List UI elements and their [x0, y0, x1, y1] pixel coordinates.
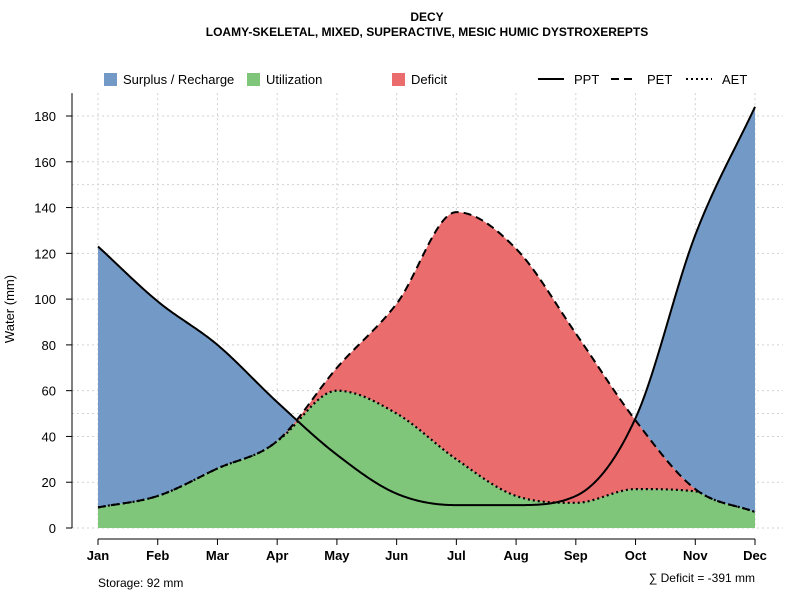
storage-note: Storage: 92 mm: [98, 576, 183, 590]
series-lines: [97, 106, 756, 514]
y-tick-label: 180: [34, 109, 56, 124]
aet-line: [97, 389, 756, 514]
x-tick-label: Mar: [206, 548, 229, 563]
legend-item: AET: [686, 72, 747, 87]
x-tick-label: Jun: [385, 548, 408, 563]
legend-label: Deficit: [411, 72, 448, 87]
legend-item: PET: [611, 72, 672, 87]
chart-subtitle: LOAMY-SKELETAL, MIXED, SUPERACTIVE, MESI…: [206, 25, 648, 39]
ppt-line: [97, 106, 756, 507]
pet-line: [97, 211, 756, 513]
legend-label: PET: [647, 72, 672, 87]
legend-item: Surplus / Recharge: [104, 72, 234, 87]
legend-swatch: [392, 73, 405, 86]
legend-item: Utilization: [247, 72, 322, 87]
surplus-recharge-area: [98, 106, 755, 512]
x-tick-label: Jan: [87, 548, 109, 563]
deficit-area: [98, 212, 755, 512]
legend-label: AET: [722, 72, 747, 87]
legend-item: PPT: [538, 72, 599, 87]
x-tick-label: Apr: [266, 548, 288, 563]
y-tick-label: 160: [34, 155, 56, 170]
y-axis-label: Water (mm): [2, 275, 17, 343]
x-tick-label: Sep: [564, 548, 588, 563]
x-tick-label: Jul: [447, 548, 466, 563]
x-tick-label: Aug: [503, 548, 528, 563]
legend-label: Utilization: [266, 72, 322, 87]
x-tick-label: Nov: [683, 548, 708, 563]
legend-swatch: [247, 73, 260, 86]
y-tick-label: 20: [42, 475, 56, 490]
deficit-note: ∑ Deficit = -391 mm: [649, 571, 755, 585]
y-tick-label: 140: [34, 201, 56, 216]
x-tick-label: Dec: [743, 548, 767, 563]
y-tick-label: 60: [42, 384, 56, 399]
legend-swatch: [104, 73, 117, 86]
y-tick-label: 40: [42, 429, 56, 444]
areas: [98, 106, 755, 528]
legend-label: Surplus / Recharge: [123, 72, 234, 87]
y-tick-label: 0: [49, 521, 56, 536]
x-tick-label: Feb: [146, 548, 169, 563]
y-tick-label: 100: [34, 292, 56, 307]
x-tick-label: May: [324, 548, 350, 563]
chart-title: DECY: [410, 10, 443, 24]
y-tick-label: 120: [34, 246, 56, 261]
legend-item: Deficit: [392, 72, 448, 87]
x-tick-label: Oct: [625, 548, 647, 563]
legend-label: PPT: [574, 72, 599, 87]
y-tick-label: 80: [42, 338, 56, 353]
axes: 0 20 40 60 80 100 120 140 160 180 Jan Feb Mar Apr May J…: [34, 93, 767, 563]
utilization-area: [98, 390, 755, 528]
legend: Surplus / Recharge Utilization Deficit PPT P…: [104, 72, 747, 87]
